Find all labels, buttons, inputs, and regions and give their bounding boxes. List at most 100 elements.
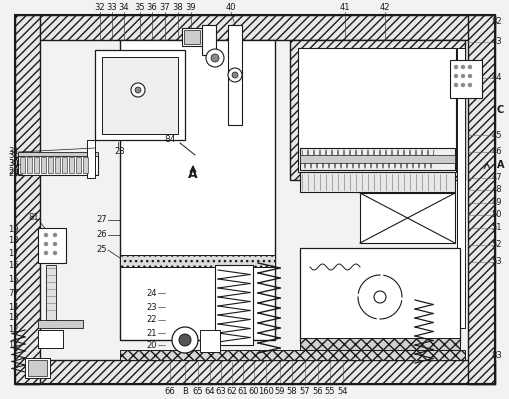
Text: 16: 16 [8,261,19,271]
Text: 51: 51 [491,223,501,233]
Text: 28: 28 [115,148,125,156]
Circle shape [206,49,223,67]
Bar [456,48,464,328]
Text: 17: 17 [8,249,19,259]
Bar [299,248,459,343]
Text: 20: 20 [146,340,157,350]
Text: 52: 52 [491,241,501,249]
Text: 43: 43 [490,38,501,47]
Text: 60: 60 [248,387,259,397]
Circle shape [179,334,191,346]
Text: 24: 24 [146,288,157,298]
Text: 12: 12 [8,326,18,334]
Text: 15: 15 [8,275,18,284]
Circle shape [453,83,457,87]
Bar [95,50,185,140]
Bar [299,155,454,163]
Text: 82: 82 [490,18,501,26]
Text: 84: 84 [164,136,175,144]
Circle shape [44,233,48,237]
Text: 65: 65 [192,387,203,397]
Circle shape [467,74,471,78]
Text: 47: 47 [490,174,501,182]
Bar [27,157,32,173]
Bar [87,140,95,178]
Circle shape [460,83,464,87]
Text: 38: 38 [172,4,183,12]
Circle shape [44,242,48,246]
Bar [202,25,216,55]
Text: 25: 25 [96,245,107,255]
Bar [15,15,494,40]
Text: 83: 83 [490,350,501,359]
Text: 27: 27 [96,215,107,225]
Bar [299,338,459,350]
Bar [120,350,464,360]
Text: 64: 64 [204,387,215,397]
Text: 21: 21 [146,328,157,338]
Bar [299,148,454,170]
Bar [120,40,274,340]
Text: 14: 14 [8,302,18,312]
Bar [299,172,454,192]
Bar [18,152,98,156]
Text: 31: 31 [8,148,19,156]
Bar [18,155,98,175]
Bar [38,320,83,328]
Text: 56: 56 [312,387,323,397]
Text: 11: 11 [8,340,18,350]
Text: 22: 22 [146,316,157,324]
Bar [25,358,50,378]
Bar [120,255,274,267]
Text: 81: 81 [28,213,39,223]
Bar [83,157,88,173]
Text: 46: 46 [490,148,501,156]
Text: 58: 58 [286,387,297,397]
Text: 37: 37 [159,4,170,12]
Text: 42: 42 [379,4,389,12]
Bar [62,157,67,173]
Text: 35: 35 [134,4,145,12]
Bar [38,228,66,263]
Text: 40: 40 [225,4,236,12]
Text: 55: 55 [324,387,334,397]
Bar [102,57,178,134]
Text: 33: 33 [106,4,117,12]
Circle shape [232,72,238,78]
Circle shape [211,54,218,62]
Text: 31: 31 [8,152,19,160]
Text: 26: 26 [96,231,107,239]
Text: 61: 61 [237,387,248,397]
Bar [28,360,47,376]
Text: A: A [188,168,197,182]
Circle shape [131,83,145,97]
Bar [15,360,494,384]
Text: A: A [496,160,503,170]
Text: 50: 50 [491,211,501,219]
Text: 63: 63 [215,387,226,397]
Bar [449,60,481,98]
Bar [228,25,242,125]
Circle shape [53,242,57,246]
Circle shape [172,327,197,353]
Text: 30: 30 [8,160,19,168]
Bar [76,157,81,173]
Bar [48,157,53,173]
Bar [55,157,60,173]
Text: 59: 59 [274,387,285,397]
Bar [34,157,39,173]
Bar [184,30,200,44]
Text: 54: 54 [337,387,348,397]
Text: 36: 36 [147,4,157,12]
Text: C: C [496,105,503,115]
Bar [69,157,74,173]
Text: 48: 48 [490,186,501,194]
Circle shape [228,68,242,82]
Circle shape [44,251,48,255]
Bar [15,15,40,384]
Circle shape [135,87,140,93]
Text: 29: 29 [8,170,18,178]
Bar [182,28,202,46]
Bar [20,157,25,173]
Circle shape [53,233,57,237]
